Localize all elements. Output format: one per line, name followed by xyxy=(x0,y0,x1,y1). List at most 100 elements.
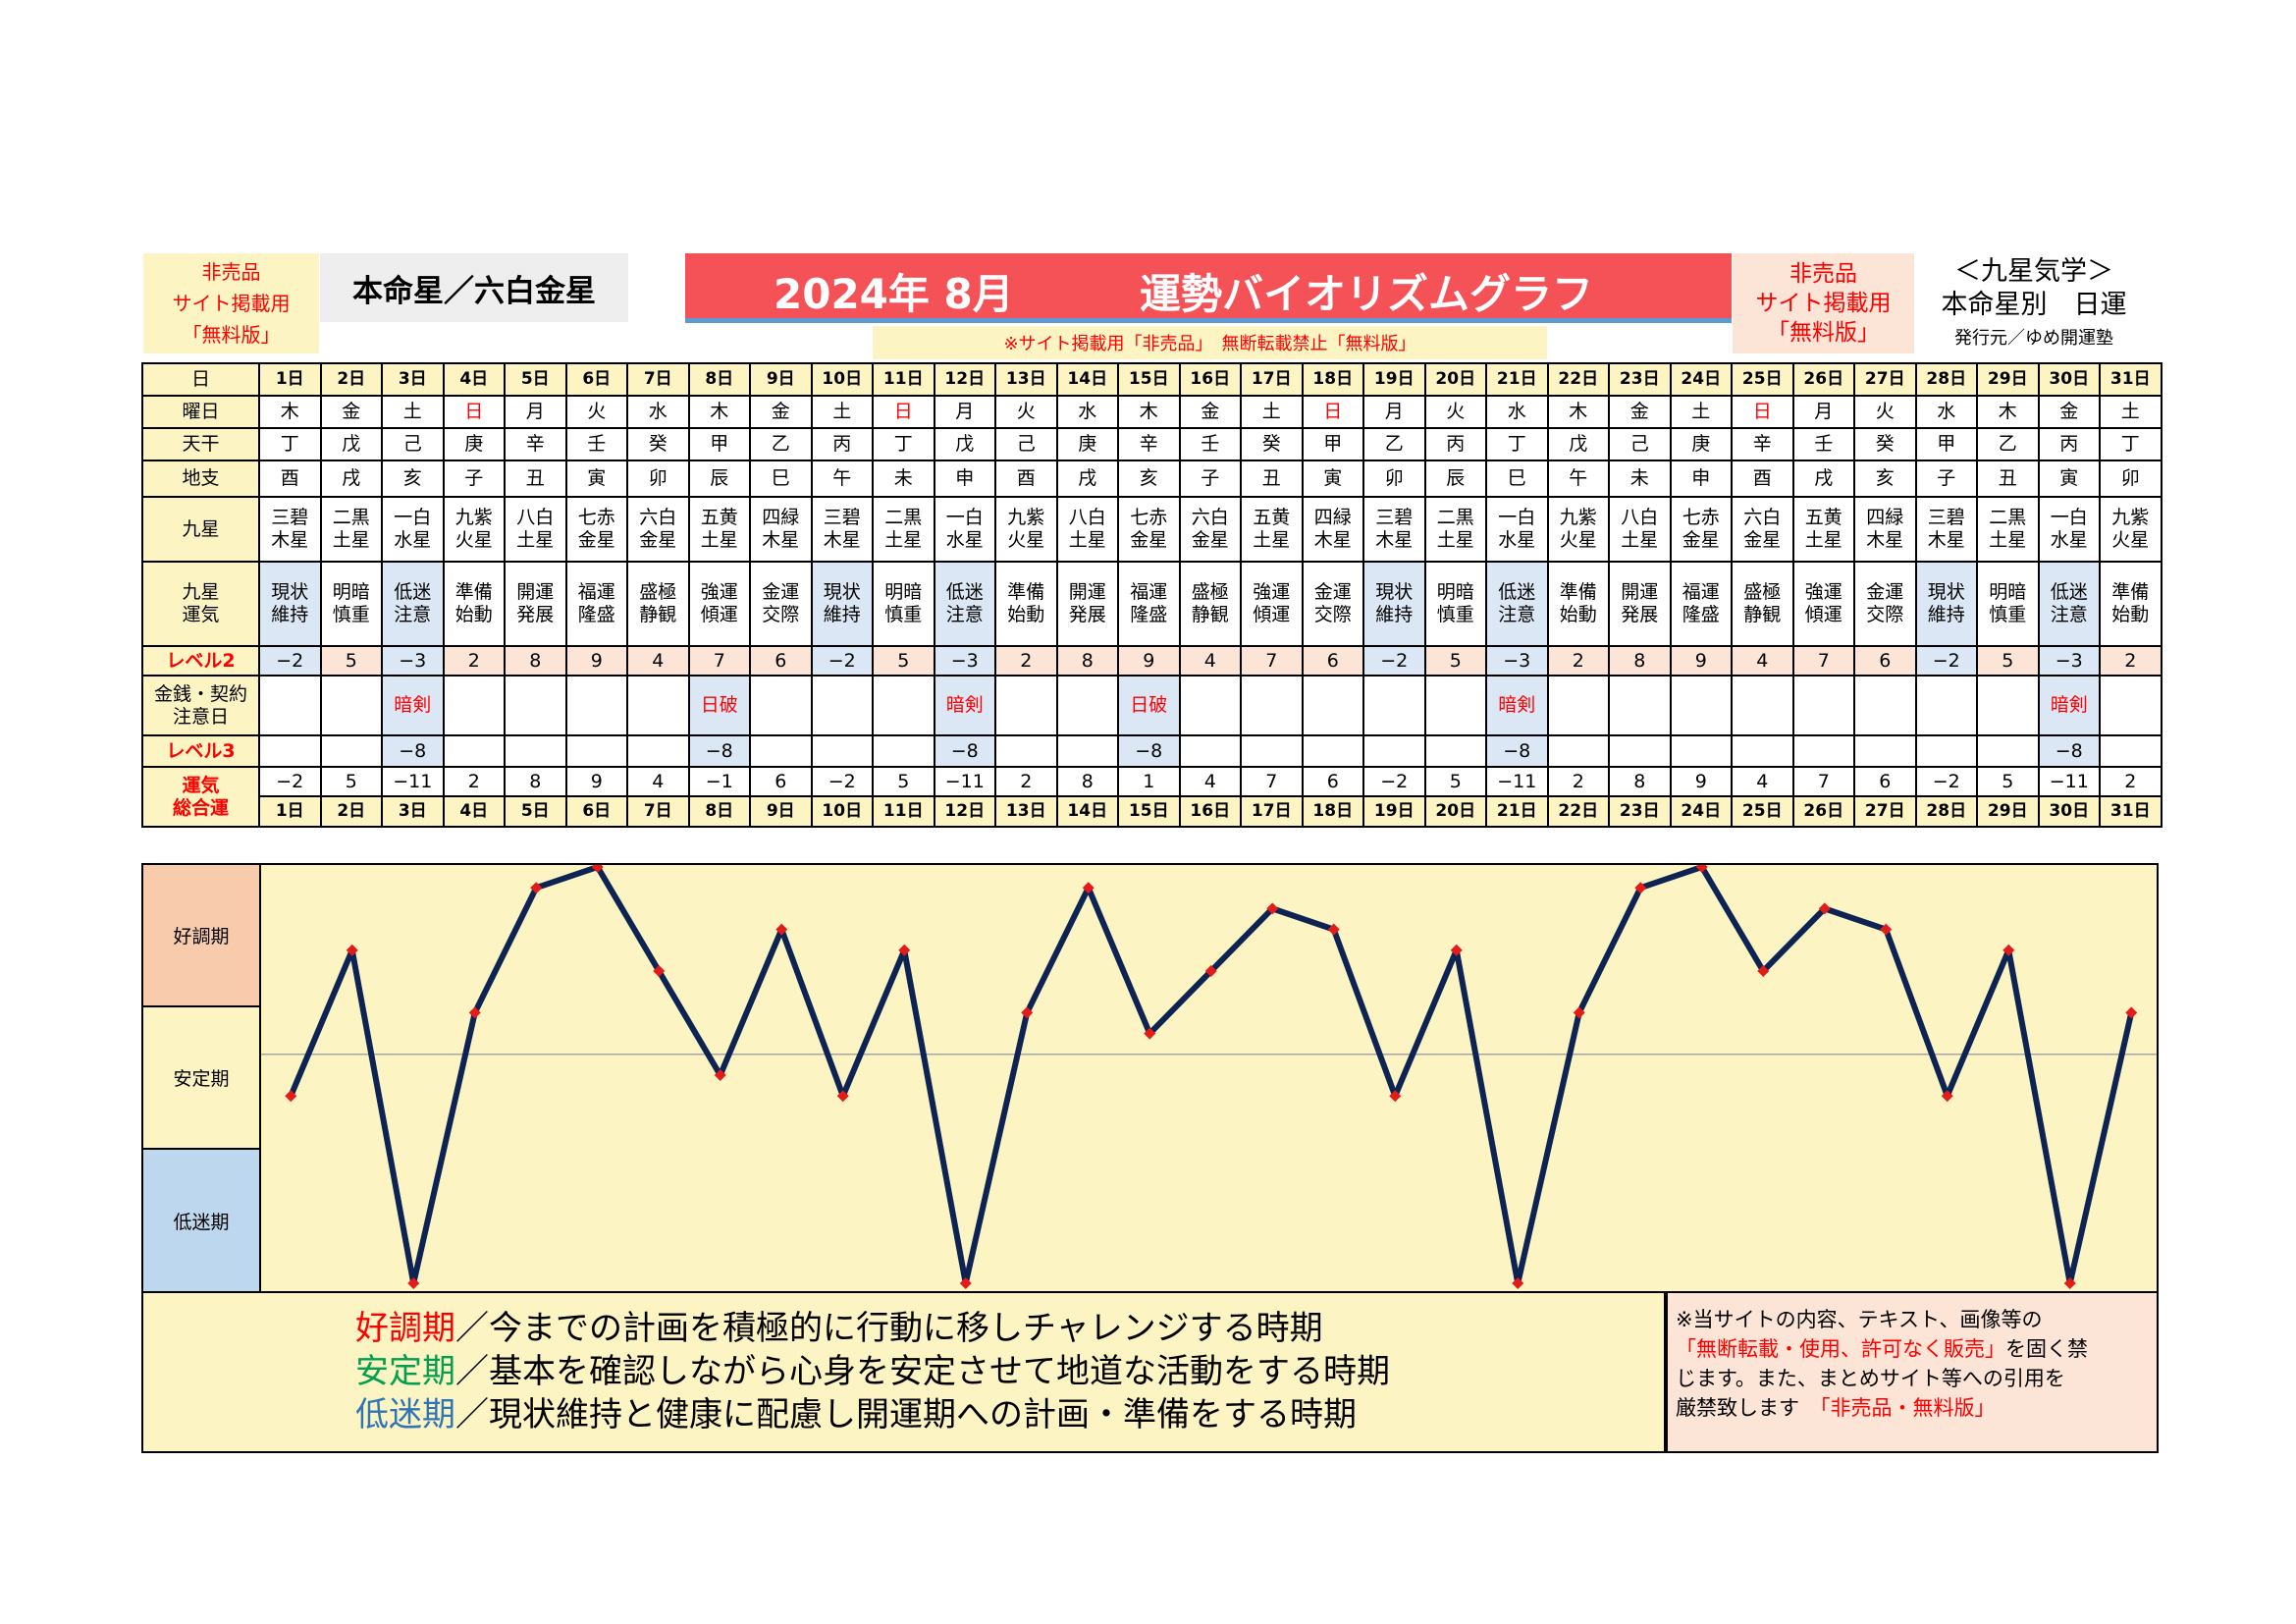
unki-line2: 慎重 xyxy=(1989,604,2027,625)
sougou-cell: 7 xyxy=(1240,766,1304,797)
data-point xyxy=(407,1277,420,1289)
day-cell: 17日 xyxy=(1240,362,1304,397)
kyusei-line1: 九紫 xyxy=(454,507,493,529)
unki-cell: 低迷 注意 xyxy=(1485,561,1549,647)
kyusei-line2: 火星 xyxy=(1007,529,1045,551)
tenkan-cell: 丙 xyxy=(2037,427,2101,461)
day-bottom-cell: 2日 xyxy=(319,795,383,828)
sougou-cell: 8 xyxy=(1608,766,1672,797)
sougou-cell: −2 xyxy=(1914,766,1978,797)
chishi-cell: 子 xyxy=(1914,460,1978,498)
legend-good-text: ／今までの計画を積極的に行動に移しチャレンジする時期 xyxy=(455,1309,1323,1348)
kyusei-cell: 六白 金星 xyxy=(626,496,690,563)
day-bottom-cell: 13日 xyxy=(994,795,1058,828)
unki-line2: 発展 xyxy=(1068,604,1106,625)
kinsen-cell xyxy=(810,675,874,736)
left-badge-line2: サイト掲載用 xyxy=(172,292,291,315)
kyusei-cell: 二黒 土星 xyxy=(319,496,383,563)
tenkan-cell: 戊 xyxy=(319,427,383,461)
sougou-cell: 6 xyxy=(1853,766,1917,797)
kinsen-cell xyxy=(1546,675,1610,736)
unki-line2: 静観 xyxy=(1743,604,1782,625)
day-cell: 4日 xyxy=(442,362,506,397)
note-line1: ※当サイトの内容、テキスト、画像等の xyxy=(1676,1308,2043,1331)
kyusei-line1: 二黒 xyxy=(1989,507,2027,529)
sougou-cell: −11 xyxy=(1485,766,1549,797)
kyusei-line2: 水星 xyxy=(1498,529,1536,551)
kyusei-line1: 四緑 xyxy=(1313,507,1352,529)
data-point xyxy=(1818,902,1831,915)
kyusei-cell: 一白 水星 xyxy=(381,496,445,563)
day-cell: 18日 xyxy=(1301,362,1364,397)
chishi-cell: 巳 xyxy=(1485,460,1549,498)
kyusei-line1: 六白 xyxy=(639,507,677,529)
day-cell: 13日 xyxy=(994,362,1058,397)
unki-line1: 低迷 xyxy=(2050,581,2088,604)
kyusei-cell: 二黒 土星 xyxy=(1976,496,2040,563)
sougou-cell: 4 xyxy=(1178,766,1242,797)
kyusei-line2: 木星 xyxy=(271,529,309,551)
unki-cell: 盛極 静観 xyxy=(1731,561,1794,647)
kyusei-line2: 土星 xyxy=(1253,529,1291,551)
unki-cell: 現状 維持 xyxy=(258,561,322,647)
level2-cell: 4 xyxy=(1731,645,1794,677)
tenkan-cell: 庚 xyxy=(442,427,506,461)
kinsen-cell xyxy=(504,675,567,736)
level3-cell xyxy=(1976,734,2040,768)
weekday-cell: 木 xyxy=(1546,395,1610,429)
weekday-cell: 木 xyxy=(1117,395,1181,429)
tenkan-cell: 己 xyxy=(381,427,445,461)
title-year-month: 2024年 8月 xyxy=(774,270,1014,318)
kinsen-cell xyxy=(1608,675,1672,736)
kyusei-cell: 五黄 土星 xyxy=(687,496,751,563)
chishi-cell: 辰 xyxy=(1423,460,1487,498)
data-point xyxy=(2125,1006,2138,1019)
chishi-cell: 寅 xyxy=(1301,460,1364,498)
kyusei-line1: 七赤 xyxy=(577,507,615,529)
level2-cell: 6 xyxy=(1301,645,1364,677)
note-line2: 「無断転載・使用、許可なく販売」を固く禁 xyxy=(1676,1334,2149,1364)
kyusei-line2: 土星 xyxy=(1621,529,1659,551)
data-point xyxy=(1327,923,1340,936)
kyusei-line2: 土星 xyxy=(516,529,555,551)
level3-cell: −8 xyxy=(2037,734,2101,768)
row-sougou-label: 運気 総合運 xyxy=(141,766,260,828)
unki-cell: 現状 維持 xyxy=(1362,561,1426,647)
level3-cell xyxy=(1423,734,1487,768)
unki-cell: 明暗 慎重 xyxy=(872,561,935,647)
unki-line1: 低迷 xyxy=(394,581,432,604)
kyusei-line2: 土星 xyxy=(884,529,923,551)
unki-line1: 明暗 xyxy=(884,581,923,604)
level2-cell: 7 xyxy=(1240,645,1304,677)
row-kinsen-label: 金銭・契約 注意日 xyxy=(141,675,260,736)
sougou-cell: −11 xyxy=(933,766,996,797)
unki-cell: 強運 傾運 xyxy=(687,561,751,647)
unki-line1: 金運 xyxy=(1866,581,1904,604)
right-badge-line3: 「無料版」 xyxy=(1767,320,1880,346)
kinsen-cell: 暗剣 xyxy=(933,675,996,736)
kyusei-cell: 三碧 木星 xyxy=(258,496,322,563)
sougou-cell: 1 xyxy=(1117,766,1181,797)
day-bottom-cell: 9日 xyxy=(749,795,813,828)
unki-line2: 交際 xyxy=(1313,604,1352,625)
legend-good-label: 好調期 xyxy=(355,1309,455,1348)
kinsen-cell: 暗剣 xyxy=(1485,675,1549,736)
row-level3: レベル3 −8 −8 −8 −8 −8 −8 xyxy=(141,734,2163,768)
unki-line1: 開運 xyxy=(1068,581,1106,604)
weekday-cell: 土 xyxy=(2099,395,2163,429)
level2-cell: 2 xyxy=(1546,645,1610,677)
sougou-cell: 9 xyxy=(1669,766,1733,797)
row-level2-label: レベル2 xyxy=(141,645,260,677)
publisher: 発行元／ゆめ開運塾 xyxy=(1954,328,2113,349)
kyusei-line1: 二黒 xyxy=(884,507,923,529)
row-tenkan-label: 天干 xyxy=(141,427,260,461)
tenkan-cell: 戊 xyxy=(1546,427,1610,461)
honmeisei-box: 本命星／六白金星 xyxy=(320,253,628,322)
chishi-cell: 亥 xyxy=(1117,460,1181,498)
tenkan-cell: 庚 xyxy=(1669,427,1733,461)
kyusei-line1: 五黄 xyxy=(700,507,738,529)
unki-cell: 明暗 慎重 xyxy=(1423,561,1487,647)
unki-cell: 強運 傾運 xyxy=(1791,561,1855,647)
level2-cell: 2 xyxy=(442,645,506,677)
row-unki: 九星 運気 現状 維持 明暗 慎重 低迷 注意 準備 始動 開運 発展 福運 隆盛 盛極 静観 強運 傾運 金運 交際… xyxy=(141,561,2163,647)
